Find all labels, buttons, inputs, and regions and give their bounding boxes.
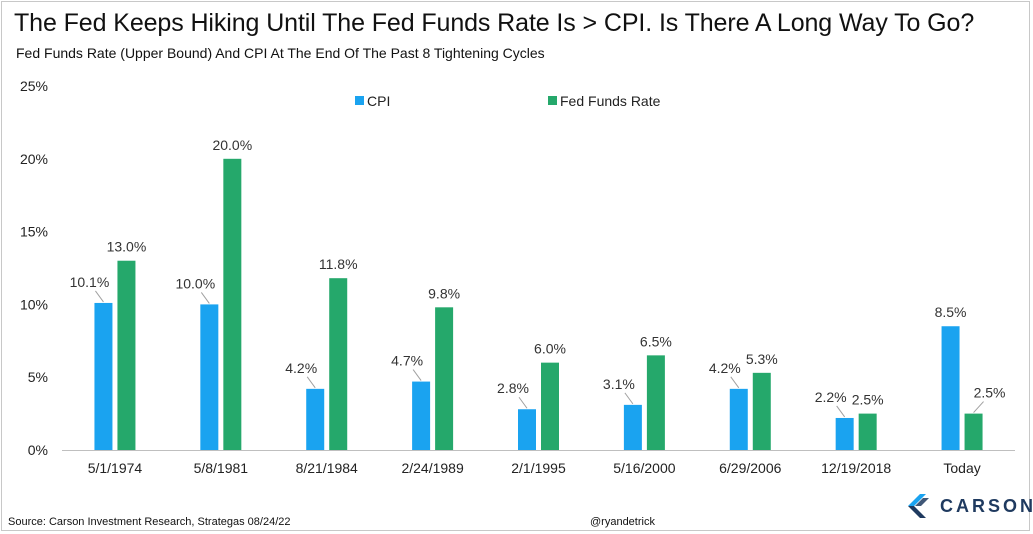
- cpi-bar: [94, 302, 113, 450]
- x-tick-label: 2/1/1995: [511, 460, 566, 476]
- legend-swatch: [548, 96, 557, 105]
- fed-data-label: 6.5%: [640, 333, 672, 349]
- fed-funds-bar: [117, 260, 136, 450]
- fed-funds-bar: [646, 355, 665, 450]
- cpi-data-label: 2.2%: [815, 389, 847, 405]
- cpi-bar: [412, 381, 431, 450]
- x-tick-label: 2/24/1989: [401, 460, 463, 476]
- carson-chevron-icon: [908, 494, 929, 518]
- y-tick-label: 10%: [20, 296, 48, 312]
- fed-data-label: 5.3%: [746, 351, 778, 367]
- legend-label: Fed Funds Rate: [560, 93, 661, 109]
- cpi-data-label: 8.5%: [935, 304, 967, 320]
- cpi-bar: [306, 388, 325, 450]
- fed-funds-bar: [435, 307, 454, 450]
- cpi-bar: [835, 417, 854, 450]
- cpi-bar: [518, 409, 536, 450]
- fed-funds-bar: [223, 158, 242, 451]
- x-tick-label: 6/29/2006: [719, 460, 781, 476]
- cpi-bar: [623, 404, 642, 450]
- fed-funds-bar: [964, 413, 983, 450]
- brand-logo: CARSON: [906, 492, 1033, 520]
- cpi-data-label: 4.7%: [391, 353, 423, 369]
- x-tick-label: Today: [943, 460, 980, 476]
- cpi-data-label: 4.2%: [709, 360, 741, 376]
- fed-data-label: 9.8%: [428, 285, 460, 301]
- legend-swatch: [355, 96, 364, 105]
- chart-subtitle: Fed Funds Rate (Upper Bound) And CPI At …: [16, 45, 545, 61]
- cpi-leader-line: [624, 392, 634, 405]
- fed-funds-bar: [541, 362, 559, 450]
- cpi-data-label: 3.1%: [603, 376, 635, 392]
- x-tick-label: 5/16/2000: [613, 460, 675, 476]
- x-tick-label: 8/21/1984: [296, 460, 358, 476]
- cpi-leader-line: [836, 405, 846, 418]
- cpi-bar: [729, 388, 748, 450]
- y-tick-label: 20%: [20, 151, 48, 167]
- cpi-data-label: 10.0%: [175, 275, 215, 291]
- cpi-leader-line: [200, 292, 210, 304]
- y-tick-label: 5%: [28, 369, 48, 385]
- chart-title: The Fed Keeps Hiking Until The Fed Funds…: [14, 9, 975, 37]
- x-tick-label: 12/19/2018: [821, 460, 891, 476]
- fed-funds-bar: [752, 372, 771, 450]
- cpi-leader-line: [95, 290, 104, 303]
- cpi-data-label: 4.2%: [285, 360, 317, 376]
- legend-label: CPI: [367, 93, 390, 109]
- fed-data-label: 11.8%: [319, 256, 358, 272]
- y-tick-label: 0%: [28, 442, 48, 458]
- cpi-bar: [941, 326, 960, 450]
- fed-funds-bar: [858, 413, 877, 450]
- fed-funds-bar: [329, 278, 348, 450]
- source-note: Source: Carson Investment Research, Stra…: [8, 516, 291, 528]
- fed-data-label: 6.0%: [534, 341, 566, 357]
- x-tick-label: 5/1/1974: [88, 460, 143, 476]
- x-tick-label: 5/8/1981: [194, 460, 249, 476]
- cpi-data-label: 2.8%: [497, 380, 529, 396]
- y-tick-label: 25%: [20, 78, 48, 94]
- cpi-data-label: 10.1%: [70, 274, 110, 290]
- fed-leader-line: [973, 401, 984, 413]
- cpi-leader-line: [412, 369, 422, 381]
- cpi-leader-line: [518, 396, 528, 409]
- brand-name: CARSON: [940, 495, 1033, 516]
- cpi-leader-line: [306, 376, 316, 389]
- cpi-leader-line: [730, 376, 740, 389]
- fed-data-label: 13.0%: [107, 239, 147, 255]
- cpi-bar: [200, 304, 219, 450]
- fed-data-label: 20.0%: [212, 137, 252, 153]
- author-handle: @ryandetrick: [590, 516, 655, 528]
- fed-data-label: 2.5%: [974, 385, 1006, 401]
- fed-data-label: 2.5%: [852, 392, 884, 408]
- y-tick-label: 15%: [20, 224, 48, 240]
